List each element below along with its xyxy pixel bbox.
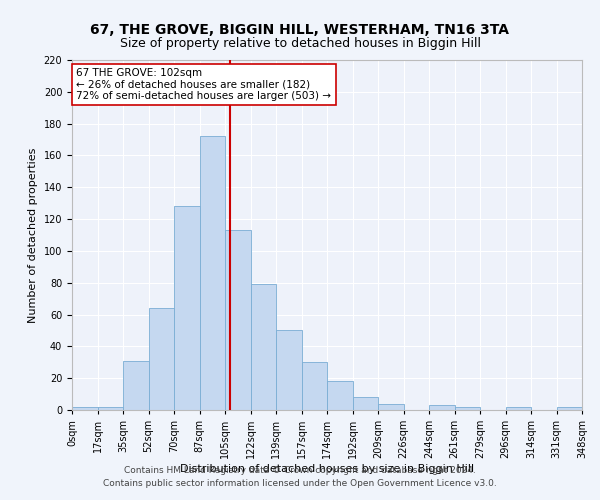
Bar	[149, 308, 174, 410]
X-axis label: Distribution of detached houses by size in Biggin Hill: Distribution of detached houses by size …	[180, 464, 474, 474]
Bar	[174, 206, 199, 410]
Bar	[123, 360, 149, 410]
Bar	[557, 407, 582, 410]
Text: Contains HM Land Registry data © Crown copyright and database right 2024.
Contai: Contains HM Land Registry data © Crown c…	[103, 466, 497, 487]
Bar	[225, 230, 251, 410]
Bar	[353, 398, 378, 410]
Bar	[251, 284, 276, 410]
Bar	[97, 407, 123, 410]
Bar	[455, 407, 480, 410]
Bar	[378, 404, 404, 410]
Bar	[199, 136, 225, 410]
Text: Size of property relative to detached houses in Biggin Hill: Size of property relative to detached ho…	[119, 38, 481, 51]
Y-axis label: Number of detached properties: Number of detached properties	[28, 148, 38, 322]
Bar	[72, 407, 97, 410]
Bar	[276, 330, 302, 410]
Text: 67 THE GROVE: 102sqm
← 26% of detached houses are smaller (182)
72% of semi-deta: 67 THE GROVE: 102sqm ← 26% of detached h…	[77, 68, 331, 101]
Text: 67, THE GROVE, BIGGIN HILL, WESTERHAM, TN16 3TA: 67, THE GROVE, BIGGIN HILL, WESTERHAM, T…	[91, 22, 509, 36]
Bar	[429, 405, 455, 410]
Bar	[505, 407, 531, 410]
Bar	[302, 362, 327, 410]
Bar	[327, 382, 353, 410]
